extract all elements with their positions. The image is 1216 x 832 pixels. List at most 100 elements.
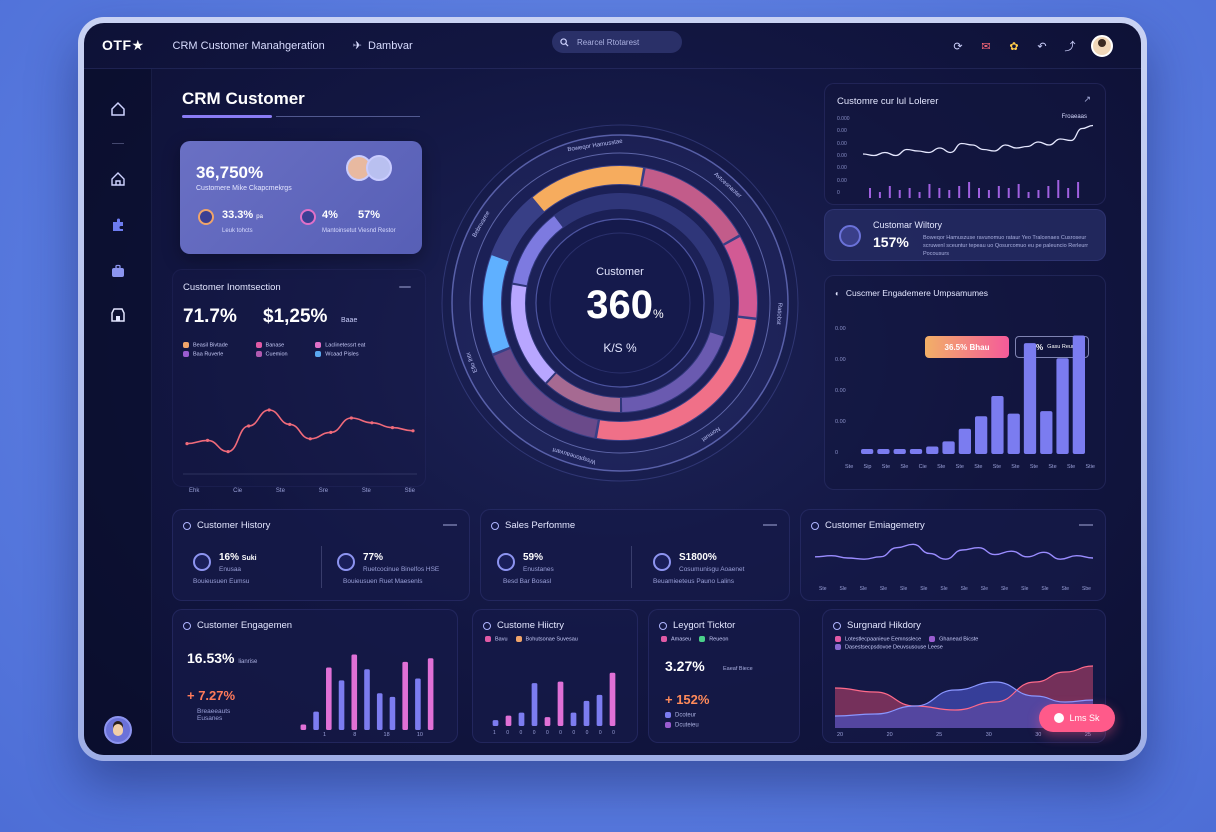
sales-performance-more-icon[interactable]: [763, 524, 777, 526]
hero-stat-2-label: Mantoinsetut: [322, 228, 357, 234]
customer-history-more-icon[interactable]: [443, 524, 457, 526]
gauge-value: 360: [586, 283, 654, 327]
info-line-point: [308, 437, 312, 441]
sparkline-title: Customre cur lul Lolerer: [837, 96, 939, 107]
customer-engagement-value-wrap: 16.53% lianrise: [187, 650, 257, 666]
gift-icon[interactable]: ✿: [1009, 40, 1019, 53]
sales-performance-a-icon: [497, 553, 515, 571]
leygort-ticktor-foot-1-swatch: [665, 712, 671, 718]
leygort-ticktor-panel: Leygort Ticktor Amaseu Reueon 3.27% Eaeaf…: [648, 609, 800, 743]
sidebar-house-icon[interactable]: [108, 169, 128, 189]
engagement-bar: [1040, 411, 1053, 454]
surgnard-area-series-2: [835, 682, 1093, 728]
sidebar-puzzle-icon[interactable]: [108, 215, 128, 235]
sparkline-bar: [918, 192, 921, 198]
pin-icon[interactable]: ⤴: [1064, 41, 1076, 53]
leygort-ticktor-legend: Amaseu Reueon: [661, 636, 728, 642]
surgnard-history-x-tick: 30: [985, 732, 992, 738]
sales-performance-panel: Sales Perfomme 59% Enustanes Besd Bar Bo…: [480, 509, 790, 601]
customer-history-legend-item: Bavu: [485, 636, 508, 642]
page-title: CRM Customer: [182, 89, 305, 108]
sparkline-bar: [1047, 186, 1050, 198]
back-icon[interactable]: ↶: [1037, 40, 1047, 53]
sparkline-bar: [1027, 192, 1030, 198]
surgnard-history-x-axis: 20 20 25 30 30 25: [837, 732, 1091, 738]
notification-icon[interactable]: ✉: [981, 40, 991, 53]
sidebar-briefcase-icon[interactable]: [108, 261, 128, 281]
info-line-point: [226, 450, 230, 454]
info-line-point: [205, 438, 210, 442]
customer-engagement-x-axis: 1 8 18 10: [323, 732, 423, 738]
sidebar-user-avatar[interactable]: [104, 716, 132, 744]
surgnard-history-legend-item: Dasestsecpsdovoe Deuvsusouse Leese: [835, 644, 943, 651]
customer-engagement-bar-chart: [300, 654, 434, 730]
engagement-line-more-icon[interactable]: [1079, 524, 1093, 526]
customer-engagement-bar: [313, 711, 319, 730]
sidebar-home-icon[interactable]: [108, 99, 128, 119]
engagement-line-x-tick: Sle: [900, 586, 908, 592]
search-icon: [560, 37, 569, 47]
customer-info-more-icon[interactable]: [399, 286, 411, 288]
sparkline-chart: [863, 124, 1093, 198]
sparkline-bar: [908, 188, 911, 198]
history-mini-card[interactable]: Customar Wiltory 157% Boweqor Hamuszuse …: [824, 209, 1106, 261]
engagement-line-x-tick: Sle: [960, 586, 968, 592]
engagement-line-x-tick: Sle: [1041, 586, 1049, 592]
surgnard-history-x-tick: 25: [1084, 732, 1091, 738]
dashboard-link[interactable]: ✈ Dambvar: [353, 39, 413, 53]
customer-engagement-x-tick: 18: [383, 732, 390, 738]
user-avatar[interactable]: [1091, 35, 1113, 57]
engagement-bar: [861, 448, 874, 454]
engagement-bar: [926, 446, 939, 454]
customer-engagement-panel: Customer Engagemen 16.53% lianrise + 7.2…: [172, 609, 458, 743]
gauge-core-ring: [549, 232, 691, 374]
hero-card[interactable]: 36,750% Customere Mike Ckapcmekrgs 33.3%…: [180, 141, 422, 254]
gauge-outer-segment: [724, 237, 757, 318]
surgnard-history-legend-item-swatch: [835, 644, 841, 651]
engagement-line-panel: Customer Emiagemetry Ste Sle Sle Sle Sle Sle S…: [800, 509, 1106, 601]
hero-stat-2-icon: [300, 209, 316, 225]
surgnard-history-cta-button[interactable]: Lms Sk: [1039, 704, 1115, 732]
leygort-ticktor-title: Leygort Ticktor: [673, 620, 736, 631]
customer-info-value-2: $1,25%: [263, 306, 328, 327]
sales-performance-divider: [631, 546, 632, 588]
sidebar-divider: [112, 143, 124, 144]
engagement-line-x-tick: Ste: [819, 586, 827, 592]
surgnard-history-x-tick: 20: [886, 732, 893, 738]
app-logo[interactable]: OTF★: [102, 37, 145, 53]
surgnard-history-legend: Lotestlecpaanieue Eemnsslece Ghanead Bics…: [835, 636, 1035, 651]
search-box[interactable]: Rearcel Rtotarest: [552, 31, 682, 53]
engagement-line-x-tick: Sle: [940, 586, 948, 592]
engagement-line-title: Customer Emiagemetry: [825, 520, 925, 531]
engagement-badge-2-suffix: Gasu Reure: [1047, 344, 1077, 350]
engagement-badge-1[interactable]: 36.5% Bhau: [925, 336, 1009, 358]
engagement-bar: [1023, 343, 1037, 454]
surgnard-history-panel: Surgnard Hikdory Lotestlecpaanieue Eemns…: [822, 609, 1115, 743]
surgnard-line-series-1: [835, 665, 1093, 711]
engagement-bar: [893, 448, 906, 454]
engagement-bar: [1072, 335, 1085, 454]
customer-gauge: Boweqor HamusstaeAvtcesnaoterRatiobstNom…: [441, 124, 799, 482]
engagement-x-tick: Sle: [900, 464, 909, 470]
engagement-y-tick: 0.00: [835, 388, 846, 394]
customer-history-bar: [583, 700, 590, 726]
sidebar-store-icon[interactable]: [108, 305, 128, 325]
device-frame: OTF★ CRM Customer Manahgeration ✈ Dambva…: [78, 17, 1147, 761]
customer-history-bar: [596, 694, 603, 726]
customer-engagement-x-tick: 8: [353, 732, 357, 738]
info-line-point: [288, 422, 292, 426]
sparkline-legend: Froaeaas: [1061, 114, 1087, 120]
engagement-line-x-tick: Sbe: [1082, 586, 1091, 592]
engagement-line-x-tick: Sle: [920, 586, 928, 592]
search-input[interactable]: Rearcel Rtotarest: [577, 37, 640, 47]
sparkline-bar: [997, 186, 1000, 198]
customer-info-value-1: 71.7%: [183, 306, 237, 327]
leygort-ticktor-foot-2: Dcuteieu: [665, 722, 699, 729]
sparkline-expand-icon[interactable]: ↗: [1083, 94, 1091, 104]
gauge-inner-segment: [512, 216, 563, 286]
refresh-icon[interactable]: ⟳: [953, 40, 963, 53]
info-legend-item: Banase: [255, 342, 306, 348]
customer-history-bar: [609, 672, 616, 726]
engagement-y-tick: 0.00: [835, 357, 846, 363]
customer-history-b-value: 77%: [363, 552, 384, 563]
